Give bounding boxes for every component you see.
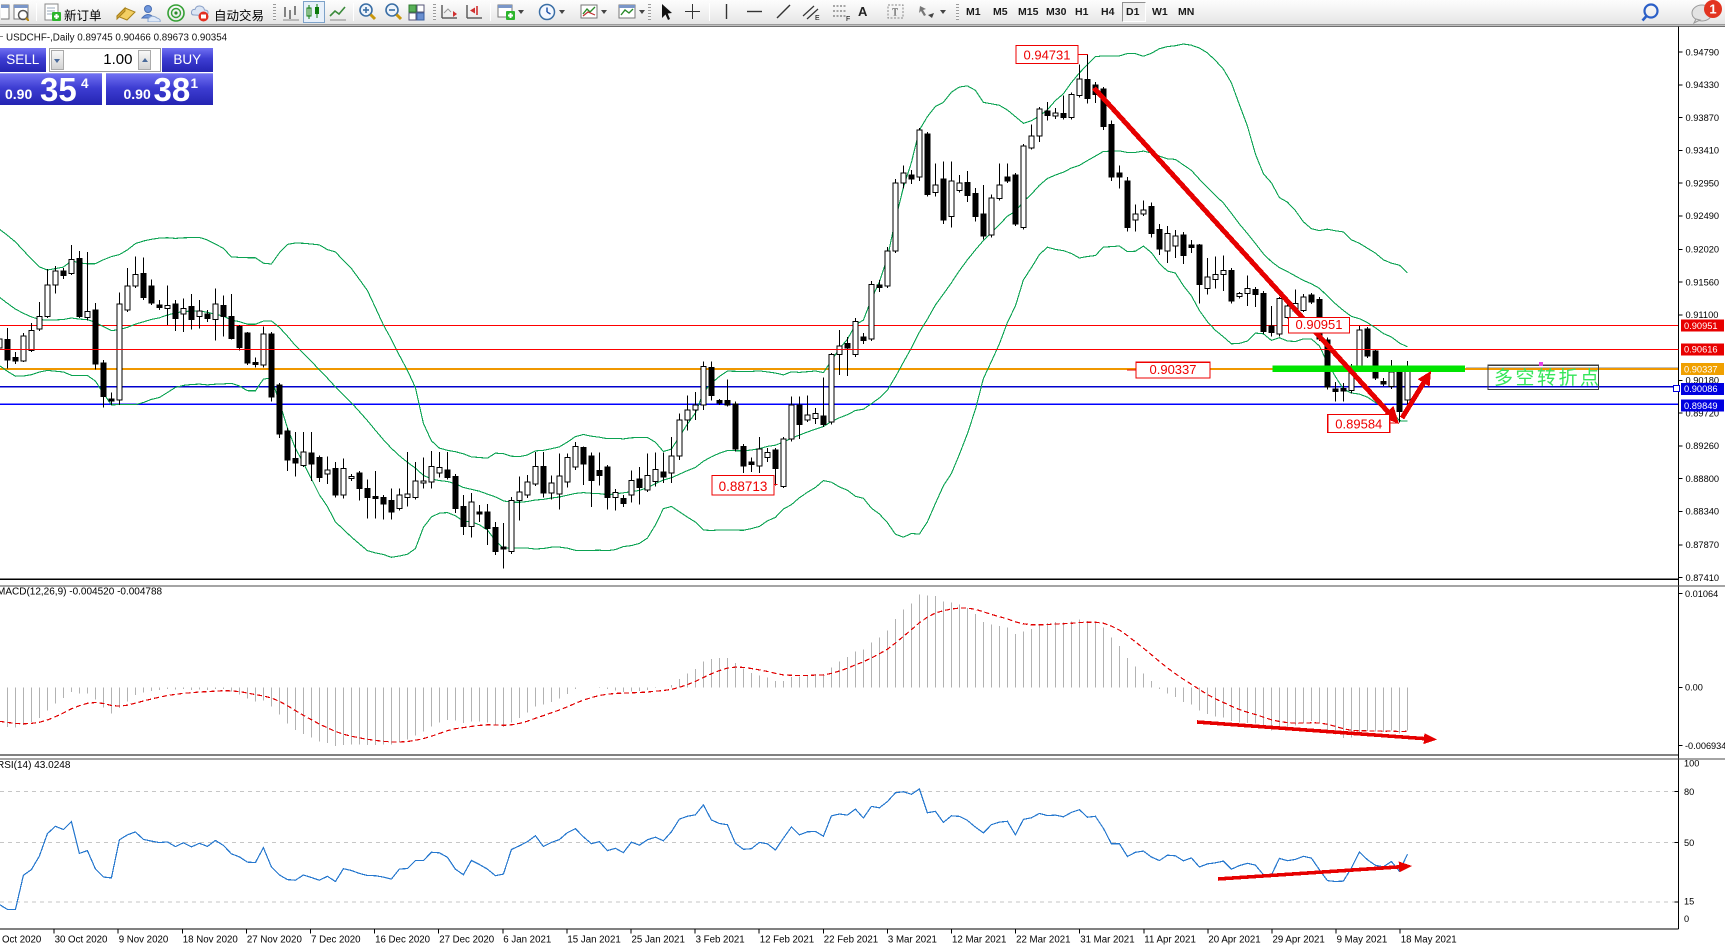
svg-text:11 Apr 2021: 11 Apr 2021 <box>1144 935 1196 946</box>
svg-text:50: 50 <box>1684 838 1694 848</box>
svg-text:100: 100 <box>1684 758 1699 768</box>
svg-text:0.90337: 0.90337 <box>1684 365 1718 375</box>
svg-text:0.94731: 0.94731 <box>1024 48 1071 63</box>
svg-text:29 Apr 2021: 29 Apr 2021 <box>1273 935 1325 946</box>
svg-text:25 Jan 2021: 25 Jan 2021 <box>632 935 685 946</box>
svg-text:0.90086: 0.90086 <box>1684 384 1718 394</box>
svg-text:0.91100: 0.91100 <box>1686 310 1719 320</box>
svg-text:18 Nov 2020: 18 Nov 2020 <box>183 935 239 946</box>
svg-text:Oct 2020: Oct 2020 <box>2 935 42 946</box>
svg-text:9 Nov 2020: 9 Nov 2020 <box>119 935 169 946</box>
svg-text:MACD(12,26,9) -0.004520 -0.004: MACD(12,26,9) -0.004520 -0.004788 <box>0 587 163 598</box>
svg-text:27 Nov 2020: 27 Nov 2020 <box>247 935 303 946</box>
svg-text:0.94330: 0.94330 <box>1686 80 1720 90</box>
svg-text:0.88340: 0.88340 <box>1686 507 1720 517</box>
svg-text:0.90951: 0.90951 <box>1296 317 1343 332</box>
svg-text:6 Jan 2021: 6 Jan 2021 <box>503 935 551 946</box>
svg-text:0.90337: 0.90337 <box>1150 362 1197 377</box>
svg-text:16 Dec 2020: 16 Dec 2020 <box>375 935 431 946</box>
svg-text:1: 1 <box>1709 2 1716 17</box>
svg-text:18 May 2021: 18 May 2021 <box>1401 935 1457 946</box>
svg-text:USDCHF-,Daily 0.89745 0.90466: USDCHF-,Daily 0.89745 0.90466 0.89673 0.… <box>6 33 228 44</box>
svg-text:22 Mar 2021: 22 Mar 2021 <box>1016 935 1070 946</box>
svg-text:0.00: 0.00 <box>1685 683 1703 693</box>
svg-text:0.92950: 0.92950 <box>1686 178 1720 188</box>
svg-text:0.93410: 0.93410 <box>1686 146 1720 156</box>
svg-text:多空转折点: 多空转折点 <box>1494 367 1602 389</box>
svg-text:22 Feb 2021: 22 Feb 2021 <box>824 935 878 946</box>
svg-text:F: F <box>846 16 850 22</box>
svg-text:0.88713: 0.88713 <box>719 479 768 494</box>
svg-text:0.93870: 0.93870 <box>1686 113 1720 123</box>
svg-text:31 Mar 2021: 31 Mar 2021 <box>1080 935 1134 946</box>
svg-text:0.87870: 0.87870 <box>1686 540 1720 550</box>
svg-text:0.90951: 0.90951 <box>1684 321 1718 331</box>
svg-text:0.90180: 0.90180 <box>1686 376 1720 386</box>
svg-text:0.92490: 0.92490 <box>1686 211 1720 221</box>
svg-text:0: 0 <box>1684 914 1689 924</box>
svg-text:0.92020: 0.92020 <box>1686 245 1720 255</box>
svg-text:0.94790: 0.94790 <box>1686 47 1720 57</box>
svg-text:9 May 2021: 9 May 2021 <box>1337 935 1388 946</box>
svg-text:20 Apr 2021: 20 Apr 2021 <box>1208 935 1260 946</box>
svg-text:3 Feb 2021: 3 Feb 2021 <box>696 935 745 946</box>
svg-text:27 Dec 2020: 27 Dec 2020 <box>439 935 495 946</box>
svg-text:0.88800: 0.88800 <box>1686 474 1720 484</box>
svg-text:30 Oct 2020: 30 Oct 2020 <box>55 935 108 946</box>
svg-text:0.90616: 0.90616 <box>1684 345 1718 355</box>
svg-text:3 Mar 2021: 3 Mar 2021 <box>888 935 937 946</box>
svg-text:0.89849: 0.89849 <box>1684 401 1718 411</box>
svg-text:15: 15 <box>1684 896 1694 906</box>
svg-text:0.89584: 0.89584 <box>1335 416 1382 431</box>
svg-text:15 Jan 2021: 15 Jan 2021 <box>567 935 620 946</box>
svg-text:7 Dec 2020: 7 Dec 2020 <box>311 935 361 946</box>
svg-text:0.89260: 0.89260 <box>1686 441 1720 451</box>
svg-text:0.87410: 0.87410 <box>1686 573 1720 583</box>
svg-text:T: T <box>892 8 898 19</box>
svg-text:RSI(14) 43.0248: RSI(14) 43.0248 <box>0 760 71 771</box>
svg-text:0.91560: 0.91560 <box>1686 277 1720 287</box>
svg-text:E: E <box>815 15 820 22</box>
svg-text:-0.006934: -0.006934 <box>1685 741 1725 751</box>
svg-text:0.89720: 0.89720 <box>1686 408 1720 418</box>
svg-text:80: 80 <box>1684 787 1694 797</box>
svg-text:0.01064: 0.01064 <box>1685 589 1718 599</box>
svg-text:12 Mar 2021: 12 Mar 2021 <box>952 935 1006 946</box>
svg-text:12 Feb 2021: 12 Feb 2021 <box>760 935 814 946</box>
